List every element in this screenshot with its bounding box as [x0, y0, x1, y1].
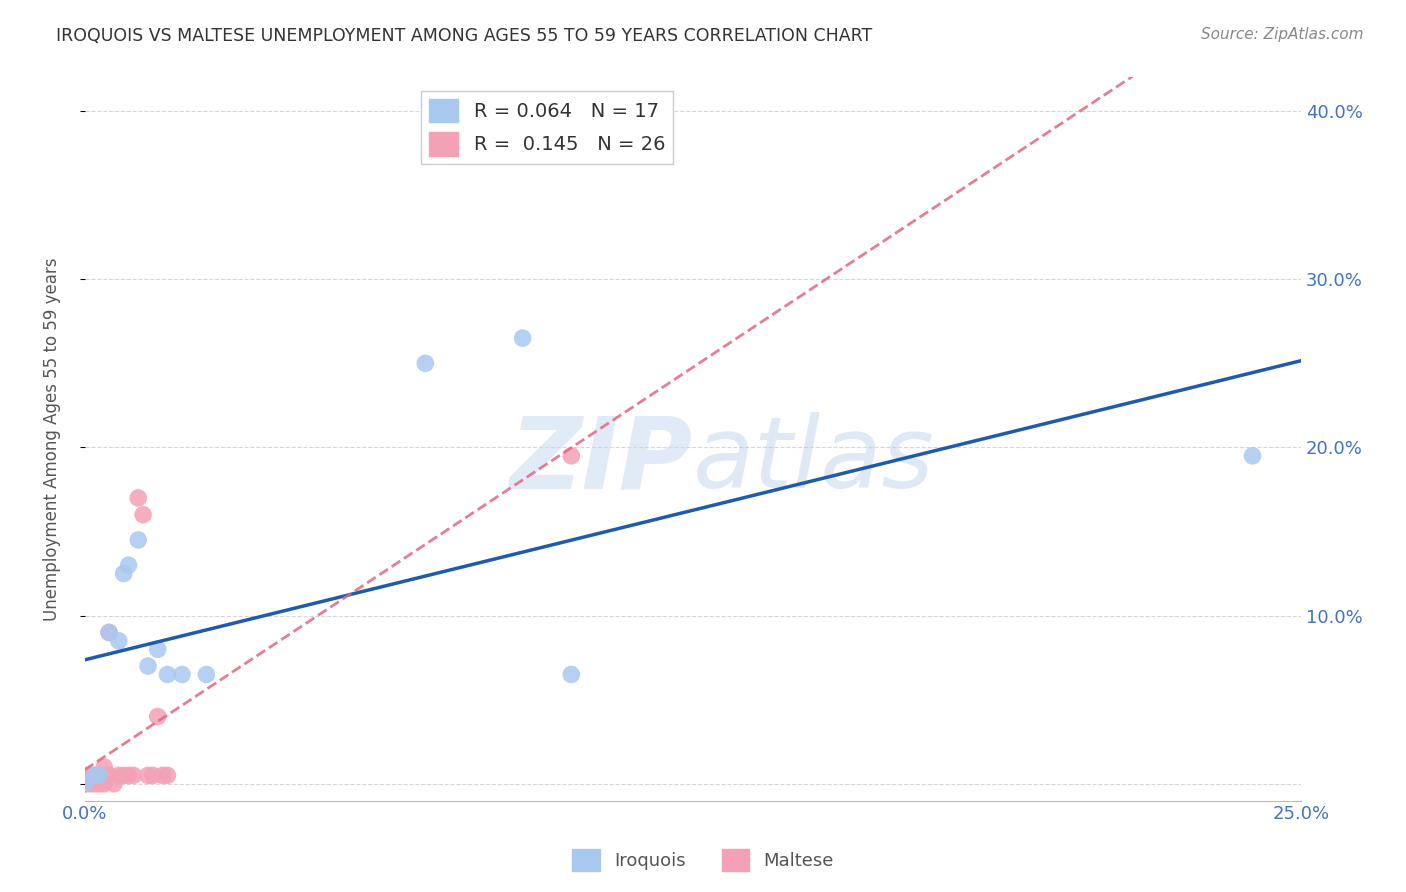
Point [560, 449, 582, 463]
Point [117, 768, 139, 782]
Point [103, 777, 125, 791]
Point [1241, 449, 1264, 463]
Point [79, 777, 101, 791]
Point [117, 558, 139, 573]
Legend: Iroquois, Maltese: Iroquois, Maltese [565, 842, 841, 879]
Point [83, 777, 105, 791]
Point [79, 768, 101, 782]
Point [83, 768, 105, 782]
Point [73, 777, 96, 791]
Point [73, 777, 96, 791]
Point [195, 667, 218, 681]
Point [146, 709, 169, 723]
Point [415, 356, 437, 370]
Point [112, 768, 135, 782]
Point [122, 768, 145, 782]
Point [136, 768, 159, 782]
Point [136, 659, 159, 673]
Point [560, 667, 582, 681]
Text: IROQUOIS VS MALTESE UNEMPLOYMENT AMONG AGES 55 TO 59 YEARS CORRELATION CHART: IROQUOIS VS MALTESE UNEMPLOYMENT AMONG A… [56, 27, 873, 45]
Point [152, 768, 174, 782]
Point [107, 768, 129, 782]
Point [93, 777, 115, 791]
Point [73, 768, 96, 782]
Point [107, 633, 129, 648]
Text: atlas: atlas [693, 412, 935, 509]
Point [127, 491, 149, 505]
Point [156, 667, 179, 681]
Point [89, 768, 111, 782]
Point [89, 768, 111, 782]
Point [83, 768, 105, 782]
Point [98, 768, 121, 782]
Point [156, 768, 179, 782]
Y-axis label: Unemployment Among Ages 55 to 59 years: Unemployment Among Ages 55 to 59 years [44, 257, 60, 621]
Point [142, 768, 165, 782]
Text: ZIP: ZIP [510, 412, 693, 509]
Point [73, 777, 96, 791]
Text: Source: ZipAtlas.com: Source: ZipAtlas.com [1201, 27, 1364, 42]
Point [112, 566, 135, 581]
Legend: R = 0.064   N = 17, R =  0.145   N = 26: R = 0.064 N = 17, R = 0.145 N = 26 [420, 91, 673, 163]
Point [98, 625, 121, 640]
Point [146, 642, 169, 657]
Point [93, 760, 115, 774]
Point [170, 667, 193, 681]
Point [127, 533, 149, 547]
Point [98, 625, 121, 640]
Point [512, 331, 534, 345]
Point [132, 508, 155, 522]
Point [89, 777, 111, 791]
